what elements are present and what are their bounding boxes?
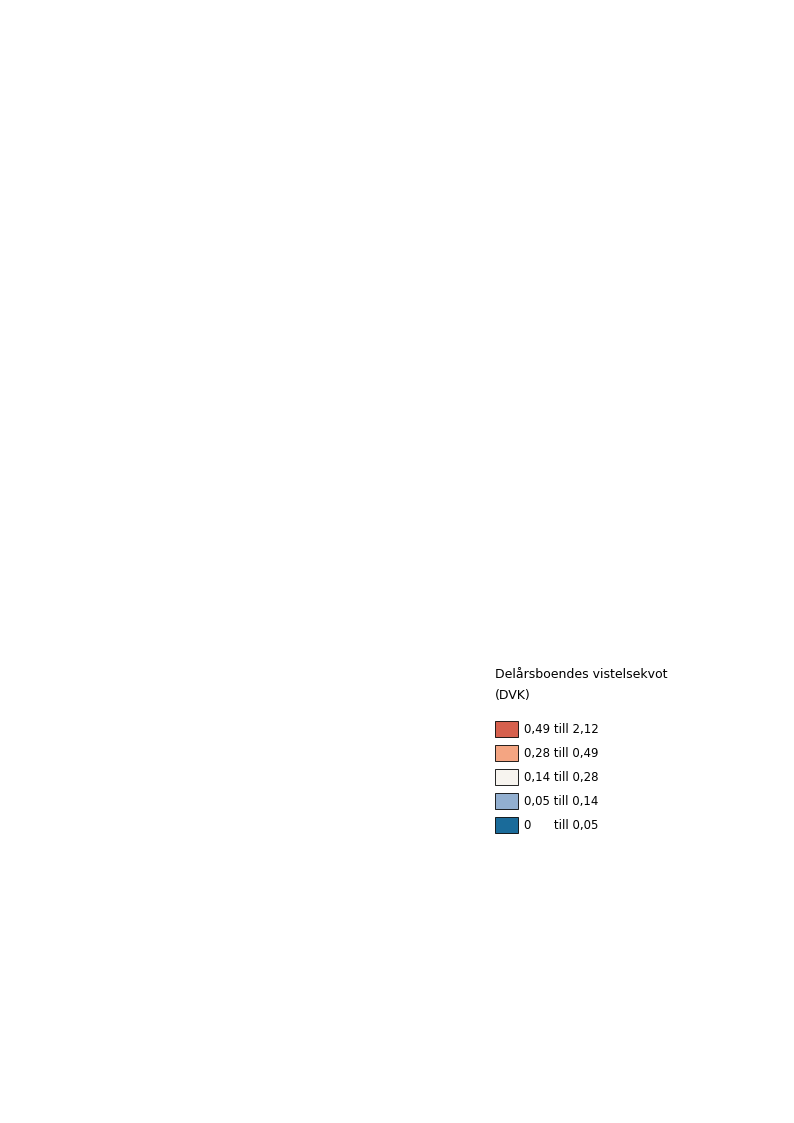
Text: 0      till 0,05: 0 till 0,05 — [524, 819, 599, 831]
Bar — [495, 721, 518, 738]
Text: 0,49 till 2,12: 0,49 till 2,12 — [524, 723, 599, 736]
Text: 0,14 till 0,28: 0,14 till 0,28 — [524, 770, 599, 784]
Bar — [495, 793, 518, 810]
Bar — [495, 816, 518, 833]
Text: Delårsboendes vistelsekvot: Delårsboendes vistelsekvot — [495, 668, 668, 682]
Bar — [495, 769, 518, 785]
Text: 0,05 till 0,14: 0,05 till 0,14 — [524, 795, 599, 807]
Bar — [495, 745, 518, 761]
Text: 0,28 till 0,49: 0,28 till 0,49 — [524, 747, 599, 759]
Text: (DVK): (DVK) — [495, 690, 530, 702]
